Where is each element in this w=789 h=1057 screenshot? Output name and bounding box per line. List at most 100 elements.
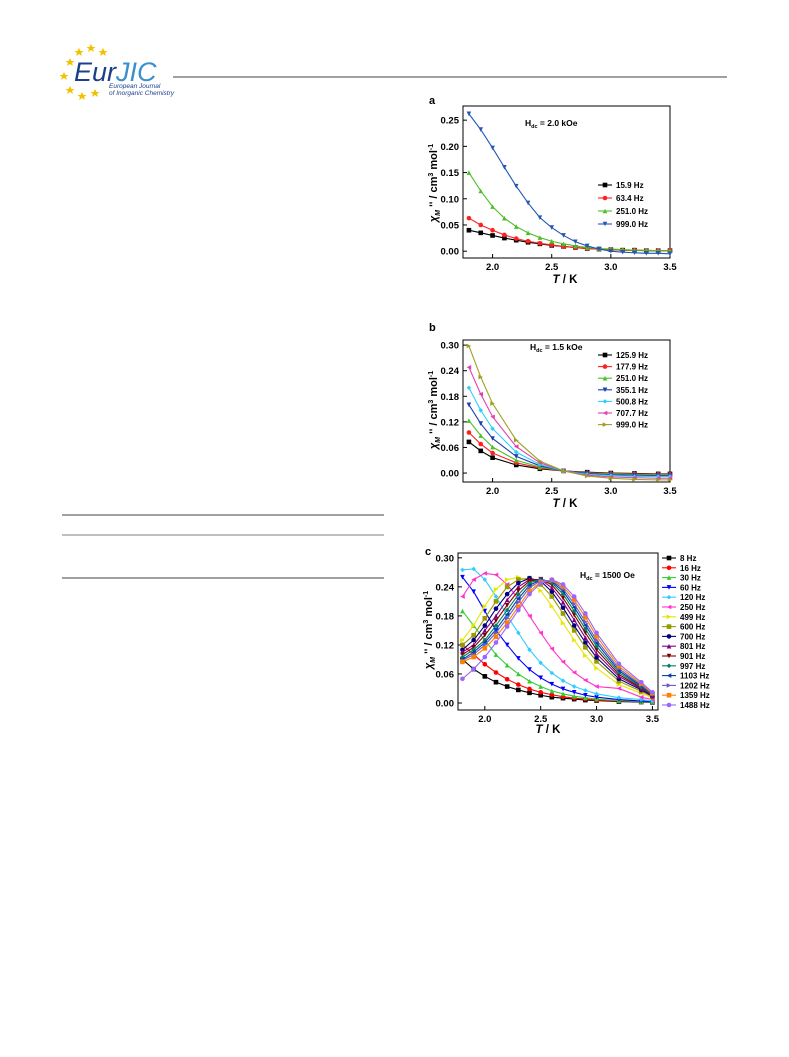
marker [666,643,672,649]
x-label-part: T [536,724,544,736]
marker [513,449,519,455]
legend-label: 499 Hz [680,613,705,622]
marker [571,597,577,603]
marker [594,637,599,643]
marker [537,235,543,240]
marker [583,653,588,658]
star [98,48,108,56]
legend-label: 15.9 Hz [616,181,644,190]
marker [516,580,521,586]
marker [490,227,495,233]
marker [538,692,543,698]
marker [583,688,588,693]
marker [632,477,637,482]
logo-left: Eur [74,57,117,87]
marker [667,474,673,479]
marker [516,577,521,582]
marker [666,575,672,580]
y-label-part: -1 [428,371,435,377]
marker [608,475,614,481]
marker [549,688,555,694]
y-label-part: mol [423,597,435,620]
marker [466,227,472,233]
marker [616,678,622,684]
y-label-part: χ [428,442,440,450]
star [77,92,87,100]
y-tick-label: 0.06 [441,443,460,454]
marker [583,692,588,698]
marker [513,236,519,241]
annotation-part: H [525,118,531,128]
x-label-part: T [553,274,561,286]
marker [667,477,673,483]
marker [616,661,622,667]
marker [504,684,510,689]
marker [560,659,566,665]
star [65,86,75,94]
marker [527,667,532,672]
legend-label: 600 Hz [680,623,705,632]
series-line [462,578,653,696]
marker [594,633,599,639]
marker [471,623,476,628]
marker [482,632,488,638]
marker [493,599,499,604]
legend-label: 63.4 Hz [616,194,644,203]
marker [493,572,499,578]
marker [584,243,590,249]
marker [602,375,608,381]
marker [466,111,472,117]
marker [594,659,599,664]
y-label-part: 3 [423,620,430,624]
marker [549,594,555,599]
marker [513,457,519,463]
legend-label: 1488 Hz [680,701,710,710]
y-tick-label: 0.00 [441,247,460,258]
marker [502,235,507,241]
marker [516,592,521,597]
marker [466,364,472,370]
marker [502,215,507,221]
x-label-part: / K [543,724,562,736]
marker [513,183,519,189]
marker [516,584,521,590]
marker [493,634,499,640]
marker [493,594,499,599]
marker [516,588,521,594]
marker [666,702,672,708]
y-tick-label: 0.25 [441,116,460,127]
marker [482,628,488,633]
marker [493,586,499,592]
marker [478,408,484,413]
legend-label: 1202 Hz [680,681,710,690]
marker [616,686,622,691]
marker [666,604,672,610]
marker [490,233,495,238]
y-axis-label: χM '' / cm3 mol-1 [428,371,442,450]
annotation-part: H [580,570,586,580]
marker [571,670,577,675]
marker [527,588,532,594]
marker [504,591,510,597]
marker [490,401,495,406]
marker [583,615,588,620]
y-label-part: 3 [428,173,435,177]
marker [460,594,465,599]
marker [666,614,672,620]
marker [549,694,555,700]
marker [490,455,495,460]
y-label-part: 3 [428,400,435,404]
marker [655,250,661,256]
y-label-part: '' / cm [423,623,435,657]
legend-label: 1103 Hz [680,672,709,681]
y-tick-label: 0.24 [436,582,455,593]
marker [490,414,495,420]
legend-label: 901 Hz [680,652,705,661]
marker [594,684,599,689]
marker [650,690,655,695]
legend-label: 177.9 Hz [616,363,648,372]
marker [516,682,521,687]
series-line [462,577,653,697]
marker [561,468,566,474]
